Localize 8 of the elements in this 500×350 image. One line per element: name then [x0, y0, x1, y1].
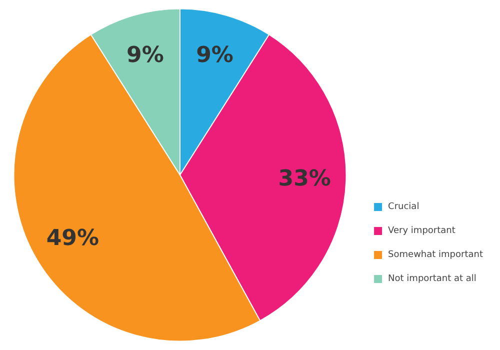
- data-label: 9%: [126, 42, 164, 68]
- legend-label: Crucial: [388, 202, 420, 212]
- legend-label: Somewhat important: [388, 250, 484, 260]
- legend-label: Very important: [388, 226, 456, 236]
- data-label: 33%: [278, 166, 331, 192]
- data-label: 9%: [196, 42, 234, 68]
- data-label: 49%: [46, 226, 100, 251]
- legend-label: Not important at all: [388, 274, 476, 284]
